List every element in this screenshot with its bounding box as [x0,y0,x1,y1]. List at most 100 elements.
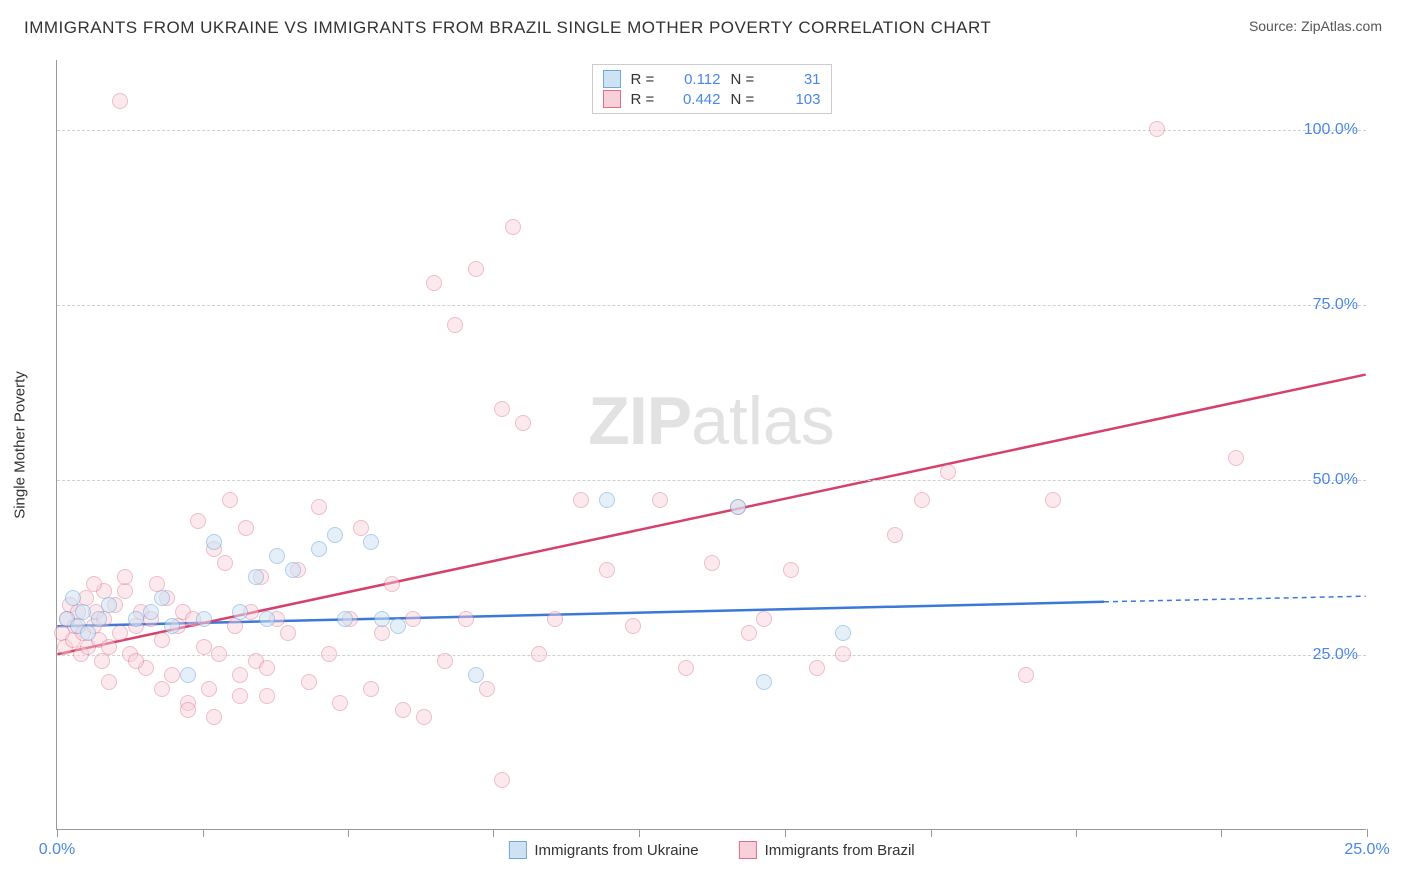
data-point [211,646,227,662]
data-point [1018,667,1034,683]
data-point [154,632,170,648]
data-point [117,569,133,585]
data-point [112,93,128,109]
legend-row-brazil: R = 0.442 N = 103 [603,89,821,109]
data-point [505,219,521,235]
data-point [327,527,343,543]
data-point [468,667,484,683]
data-point [652,492,668,508]
swatch-brazil-icon [739,841,757,859]
data-point [311,499,327,515]
chart-container: Single Mother Poverty ZIPatlas R = 0.112… [42,60,1378,830]
data-point [154,681,170,697]
y-tick-label: 100.0% [1304,121,1358,139]
legend-label-brazil: Immigrants from Brazil [765,842,915,859]
plot-area: ZIPatlas R = 0.112 N = 31 R = 0.442 N = … [56,60,1366,830]
x-tick-label: 0.0% [39,841,75,859]
x-tick [348,829,349,837]
data-point [395,702,411,718]
data-point [353,520,369,536]
data-point [1045,492,1061,508]
data-point [363,681,379,697]
gridline [57,130,1366,131]
legend-item-brazil: Immigrants from Brazil [739,841,915,859]
data-point [704,555,720,571]
legend-correlation: R = 0.112 N = 31 R = 0.442 N = 103 [592,64,832,114]
chart-source: Source: ZipAtlas.com [1249,18,1382,34]
x-tick [57,829,58,837]
data-point [180,702,196,718]
data-point [101,639,117,655]
data-point [280,625,296,641]
data-point [232,604,248,620]
data-point [164,618,180,634]
data-point [217,555,233,571]
data-point [756,674,772,690]
n-value-ukraine: 31 [771,71,821,88]
data-point [426,275,442,291]
data-point [143,604,159,620]
x-tick-label: 25.0% [1344,841,1389,859]
data-point [835,646,851,662]
data-point [756,611,772,627]
watermark: ZIPatlas [588,382,834,460]
data-point [117,583,133,599]
legend-row-ukraine: R = 0.112 N = 31 [603,69,821,89]
data-point [494,401,510,417]
data-point [384,576,400,592]
data-point [232,688,248,704]
data-point [940,464,956,480]
x-tick [639,829,640,837]
data-point [914,492,930,508]
data-point [730,499,746,515]
data-point [405,611,421,627]
data-point [547,611,563,627]
regression-lines [57,60,1366,829]
data-point [783,562,799,578]
data-point [206,709,222,725]
data-point [101,674,117,690]
data-point [515,415,531,431]
data-point [363,534,379,550]
data-point [437,653,453,669]
data-point [196,611,212,627]
data-point [227,618,243,634]
x-tick [1076,829,1077,837]
data-point [479,681,495,697]
data-point [468,261,484,277]
data-point [196,639,212,655]
data-point [625,618,641,634]
data-point [835,625,851,641]
data-point [332,695,348,711]
data-point [599,492,615,508]
data-point [416,709,432,725]
x-tick [931,829,932,837]
data-point [259,611,275,627]
data-point [86,576,102,592]
data-point [573,492,589,508]
gridline [57,305,1366,306]
data-point [531,646,547,662]
gridline [57,480,1366,481]
data-point [1149,121,1165,137]
data-point [75,604,91,620]
data-point [599,562,615,578]
data-point [101,597,117,613]
data-point [259,660,275,676]
swatch-ukraine [603,70,621,88]
data-point [94,653,110,669]
data-point [374,611,390,627]
r-value-brazil: 0.442 [671,91,721,108]
data-point [112,625,128,641]
data-point [311,541,327,557]
data-point [447,317,463,333]
data-point [374,625,390,641]
y-axis-label: Single Mother Poverty [12,371,29,519]
y-tick-label: 50.0% [1313,471,1358,489]
data-point [91,611,107,627]
data-point [128,611,144,627]
data-point [248,569,264,585]
data-point [458,611,474,627]
data-point [1228,450,1244,466]
data-point [232,667,248,683]
